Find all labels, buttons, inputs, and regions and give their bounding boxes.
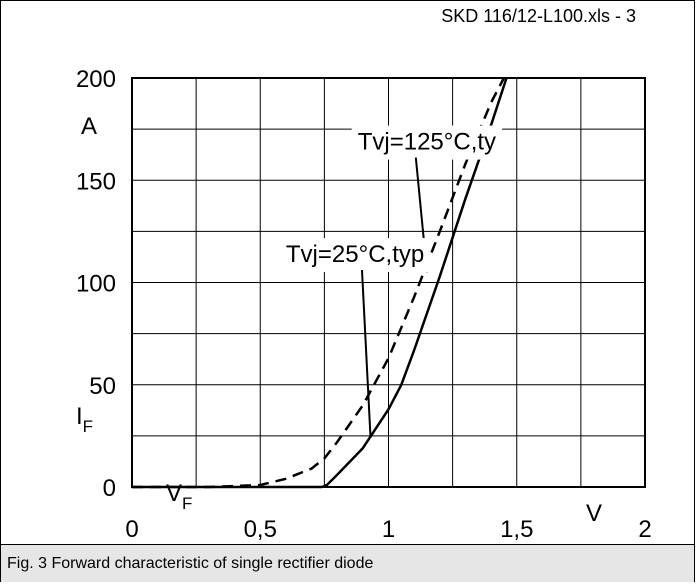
annotation-group: Tvj=125°C,ty Tvj=25°C,typ <box>279 125 503 438</box>
x-axis-label: VF <box>166 480 192 513</box>
y-tick-label: 150 <box>76 168 116 195</box>
series-line-tvj-125 <box>132 77 506 489</box>
tick-labels: 0 50 100 150 200 0 0,5 1 1,5 2 <box>76 66 652 543</box>
y-tick-label: 100 <box>76 271 116 298</box>
axis-labels: A V IF VF <box>76 113 602 527</box>
plot-area <box>131 77 646 488</box>
y-axis-unit: A <box>81 113 97 140</box>
caption-bar: Fig. 3 Forward characteristic of single … <box>1 544 694 582</box>
series-group <box>132 77 508 489</box>
x-tick-label: 0 <box>125 516 138 543</box>
annotation-label: Tvj=25°C,typ <box>286 241 424 268</box>
x-tick-label: 1,5 <box>500 516 533 543</box>
y-tick-label: 0 <box>103 475 116 502</box>
file-label: SKD 116/12-L100.xls - 3 <box>441 6 636 26</box>
annotation-label: Tvj=125°C,ty <box>358 129 496 156</box>
x-tick-label: 1 <box>382 516 395 543</box>
x-axis-unit: V <box>586 500 602 527</box>
y-axis-label: IF <box>76 403 93 436</box>
series-line-tvj-25 <box>132 77 508 489</box>
y-tick-label: 200 <box>76 66 116 93</box>
x-tick-label: 0,5 <box>244 516 277 543</box>
figure-caption: Fig. 3 Forward characteristic of single … <box>7 555 374 572</box>
x-tick-label: 2 <box>638 516 651 543</box>
forward-characteristic-chart: Tvj=125°C,ty Tvj=25°C,typ 0 50 100 150 200 0 0,… <box>76 66 652 543</box>
annotation-background <box>279 238 431 273</box>
y-tick-label: 50 <box>89 373 116 400</box>
annotation-leader-line <box>360 269 372 438</box>
annotation-background <box>351 125 503 160</box>
